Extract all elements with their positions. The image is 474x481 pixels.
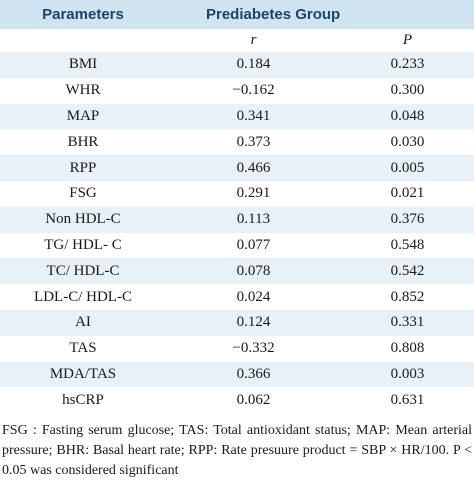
row-parameter: WHR [65,82,101,99]
row-r-value: 0.077 [236,236,271,253]
correlation-table: Parameters Prediabetes Group r P BMI 0.18… [0,0,474,413]
row-parameter: RPP [69,159,97,176]
table-row: RPP 0.466 0.005 [0,155,474,181]
row-parameter: LDL-C/ HDL-C [34,288,132,305]
table-row: FSG 0.291 0.021 [0,181,474,207]
row-parameter: Non HDL-C [45,211,121,228]
table-row: AI 0.124 0.331 [0,309,474,336]
row-r-value: 0.024 [236,288,271,305]
table-row: Non HDL-C 0.113 0.376 [0,206,474,233]
row-r-value: 0.078 [236,262,271,279]
row-r-value: 0.124 [236,314,271,331]
row-p-value: 0.021 [390,185,425,202]
row-p-value: 0.852 [390,288,425,305]
row-p-value: 0.548 [390,236,425,253]
table-row: WHR −0.162 0.300 [0,78,474,104]
row-p-value: 0.376 [390,211,425,228]
table-row: LDL-C/ HDL-C 0.024 0.852 [0,284,474,310]
row-p-value: 0.030 [390,133,425,150]
header-parameters: Parameters [42,6,124,23]
row-p-value: 0.300 [390,82,425,99]
row-parameter: MAP [66,107,100,124]
row-r-value: 0.366 [236,365,271,382]
row-r-value: 0.184 [236,56,271,73]
table-row: TG/ HDL- C 0.077 0.548 [0,233,474,259]
row-p-value: 0.005 [390,159,425,176]
table-body: BMI 0.184 0.233 WHR −0.162 0.300 MAP 0.341 0.048… [0,52,474,413]
row-parameter: BMI [68,56,98,73]
row-p-value: 0.048 [390,107,425,124]
table-row: MDA/TAS 0.366 0.003 [0,361,474,388]
row-parameter: MDA/TAS [49,365,117,382]
table-header: Parameters Prediabetes Group [0,0,474,29]
row-parameter: FSG [69,185,97,202]
header-group: Prediabetes Group [206,6,341,23]
subheader-row: r P [0,29,474,52]
row-p-value: 0.808 [390,340,425,357]
row-r-value: 0.341 [236,107,271,124]
row-p-value: 0.331 [390,314,425,331]
table-row: BMI 0.184 0.233 [0,52,474,78]
row-r-value: 0.291 [236,185,271,202]
table-row: hsCRP 0.062 0.631 [0,387,474,413]
row-parameter: AI [75,314,91,331]
table-footnote: FSG : Fasting serum glucose; TAS: Total … [2,423,472,479]
row-parameter: TAS [69,340,97,357]
row-parameter: TC/ HDL-C [46,262,120,279]
subheader-r: r [250,32,257,48]
row-r-value: 0.062 [236,391,271,408]
row-r-value: 0.113 [236,211,271,228]
table-row: BHR 0.373 0.030 [0,129,474,155]
row-r-value: −0.332 [232,340,275,357]
row-p-value: 0.631 [390,391,425,408]
row-p-value: 0.542 [390,262,425,279]
row-p-value: 0.233 [390,56,425,73]
row-parameter: TG/ HDL- C [44,236,122,253]
row-r-value: 0.373 [236,133,271,150]
table-row: MAP 0.341 0.048 [0,103,474,130]
row-p-value: 0.003 [390,365,425,382]
row-r-value: 0.466 [236,159,271,176]
table-row: TC/ HDL-C 0.078 0.542 [0,258,474,285]
subheader-p: P [402,32,413,48]
row-parameter: BHR [67,133,99,150]
table-row: TAS −0.332 0.808 [0,336,474,362]
row-parameter: hsCRP [62,391,104,408]
row-r-value: −0.162 [232,82,275,99]
